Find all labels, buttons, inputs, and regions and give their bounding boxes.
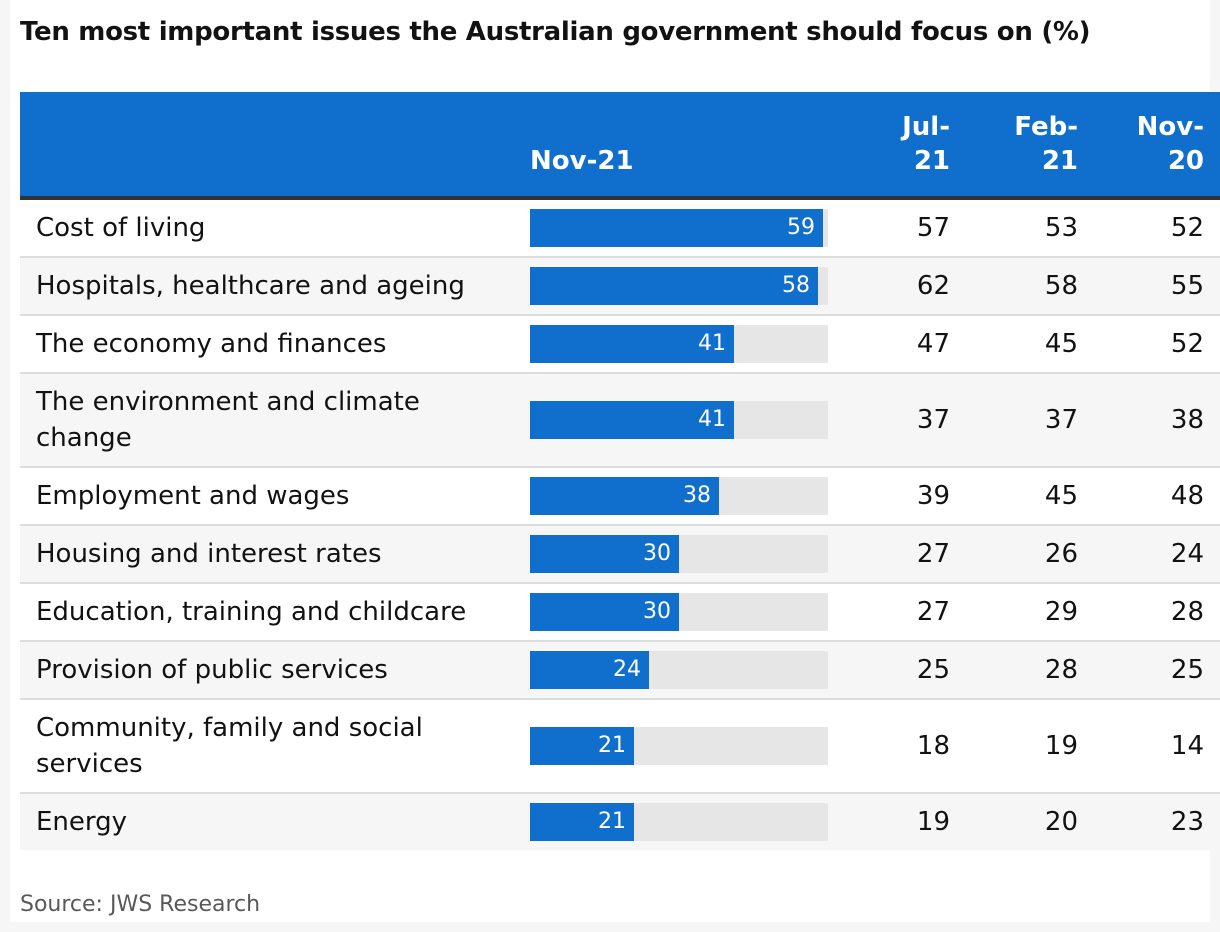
table-row: Hospitals, healthcare and ageing 58 62 58 55 <box>20 258 1220 316</box>
table-body: Cost of living 59 57 53 52 Hospitals, healthc… <box>20 200 1220 850</box>
bar-track: 59 <box>530 209 828 247</box>
value-nov-20: 25 <box>1170 655 1204 685</box>
table-row: Energy 21 19 20 23 <box>20 794 1220 850</box>
value-nov-20: 24 <box>1170 539 1204 569</box>
bar-value-label: 41 <box>698 407 726 432</box>
column-header-nov-21: Nov-21 <box>530 146 634 176</box>
value-nov-20: 48 <box>1170 481 1204 511</box>
issue-label: Housing and interest rates <box>36 539 382 569</box>
value-jul-21: 62 <box>916 271 950 301</box>
column-header-jul-21: Jul- 21 <box>902 112 950 176</box>
value-nov-20: 23 <box>1170 807 1204 837</box>
value-feb-21: 28 <box>1044 655 1078 685</box>
issue-label: Provision of public services <box>36 655 388 685</box>
value-feb-21: 29 <box>1044 597 1078 627</box>
bar-value-label: 24 <box>613 657 641 682</box>
issue-label: Employment and wages <box>36 481 350 511</box>
table-row: Housing and interest rates 30 27 26 24 <box>20 526 1220 584</box>
bar-track: 58 <box>530 267 828 305</box>
value-feb-21: 20 <box>1044 807 1078 837</box>
value-feb-21: 53 <box>1044 213 1078 243</box>
chart-title: Ten most important issues the Australian… <box>20 17 1091 47</box>
bar-track: 41 <box>530 325 828 363</box>
table-row: The environment and climate change 41 37 37… <box>20 374 1220 468</box>
issue-label: Community, family and social services <box>36 713 423 779</box>
value-jul-21: 25 <box>916 655 950 685</box>
value-jul-21: 19 <box>916 807 950 837</box>
value-jul-21: 47 <box>916 329 950 359</box>
bar-nov-21: 59 <box>530 209 823 247</box>
column-header-feb-21: Feb- 21 <box>1014 112 1078 176</box>
bar-value-label: 41 <box>698 331 726 356</box>
bar-track: 38 <box>530 477 828 515</box>
value-nov-20: 52 <box>1170 329 1204 359</box>
bar-value-label: 58 <box>782 273 810 298</box>
issue-label: Energy <box>36 807 128 837</box>
bar-value-label: 21 <box>598 733 626 758</box>
value-nov-20: 38 <box>1170 405 1204 435</box>
issues-table: Nov-21 Jul- 21 Feb- 21 Nov- 20 Cost of l… <box>20 92 1220 850</box>
value-feb-21: 37 <box>1044 405 1078 435</box>
bar-value-label: 21 <box>598 809 626 834</box>
value-nov-20: 28 <box>1170 597 1204 627</box>
value-nov-20: 52 <box>1170 213 1204 243</box>
value-nov-20: 55 <box>1170 271 1204 301</box>
bar-nov-21: 30 <box>530 535 679 573</box>
bar-nov-21: 41 <box>530 401 734 439</box>
value-jul-21: 18 <box>916 731 950 761</box>
table-row: Education, training and childcare 30 27 29 2… <box>20 584 1220 642</box>
bar-track: 41 <box>530 401 828 439</box>
issue-label: Cost of living <box>36 213 206 243</box>
source-note: Source: JWS Research <box>20 892 261 917</box>
table-row: Provision of public services 24 25 28 25 <box>20 642 1220 700</box>
bar-nov-21: 41 <box>530 325 734 363</box>
bar-nov-21: 21 <box>530 727 634 765</box>
value-nov-20: 14 <box>1170 731 1204 761</box>
bar-nov-21: 21 <box>530 803 634 841</box>
value-jul-21: 27 <box>916 539 950 569</box>
value-jul-21: 57 <box>916 213 950 243</box>
table-header: Nov-21 Jul- 21 Feb- 21 Nov- 20 <box>20 92 1220 200</box>
value-feb-21: 19 <box>1044 731 1078 761</box>
value-feb-21: 45 <box>1044 329 1078 359</box>
table-row: Community, family and social services 21 1… <box>20 700 1220 794</box>
bar-track: 30 <box>530 593 828 631</box>
value-jul-21: 27 <box>916 597 950 627</box>
bar-nov-21: 38 <box>530 477 719 515</box>
bar-track: 30 <box>530 535 828 573</box>
bar-track: 24 <box>530 651 828 689</box>
bar-nov-21: 30 <box>530 593 679 631</box>
bar-value-label: 59 <box>787 215 815 240</box>
issue-label: Education, training and childcare <box>36 597 467 627</box>
bar-value-label: 38 <box>683 483 711 508</box>
value-feb-21: 26 <box>1044 539 1078 569</box>
bar-value-label: 30 <box>643 541 671 566</box>
value-jul-21: 39 <box>916 481 950 511</box>
value-feb-21: 45 <box>1044 481 1078 511</box>
table-row: Cost of living 59 57 53 52 <box>20 200 1220 258</box>
issue-label: Hospitals, healthcare and ageing <box>36 271 465 301</box>
bar-value-label: 30 <box>643 599 671 624</box>
table-row: Employment and wages 38 39 45 48 <box>20 468 1220 526</box>
table-row: The economy and finances 41 47 45 52 <box>20 316 1220 374</box>
bar-nov-21: 24 <box>530 651 649 689</box>
bar-nov-21: 58 <box>530 267 818 305</box>
value-jul-21: 37 <box>916 405 950 435</box>
value-feb-21: 58 <box>1044 271 1078 301</box>
issue-label: The environment and climate change <box>36 387 420 453</box>
issue-label: The economy and finances <box>36 329 387 359</box>
column-header-nov-20: Nov- 20 <box>1136 112 1204 176</box>
bar-track: 21 <box>530 803 828 841</box>
chart-card: Ten most important issues the Australian… <box>10 0 1220 922</box>
bar-track: 21 <box>530 727 828 765</box>
